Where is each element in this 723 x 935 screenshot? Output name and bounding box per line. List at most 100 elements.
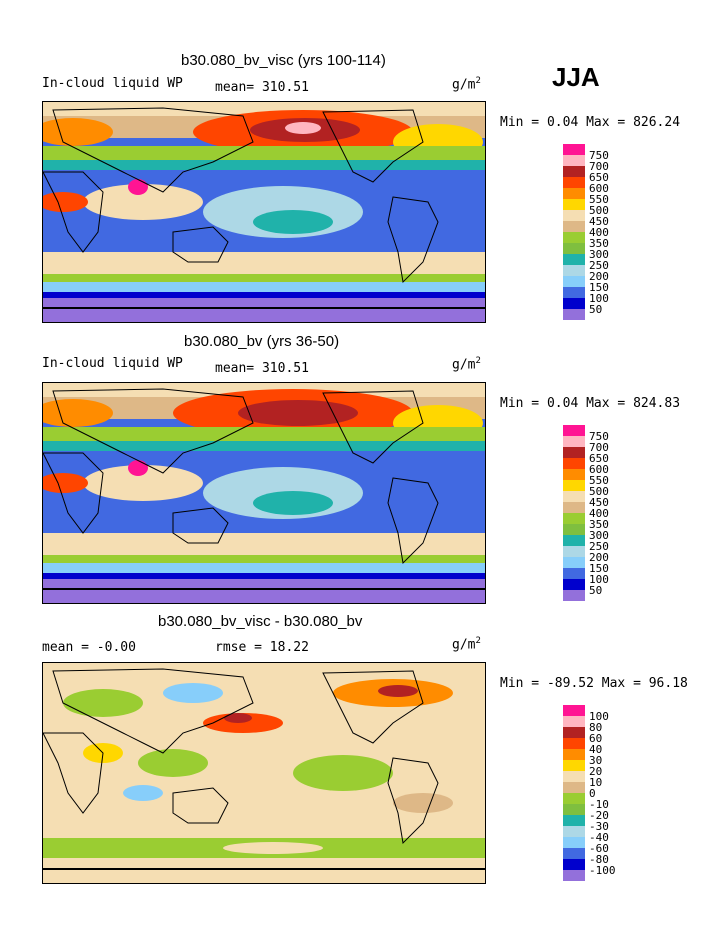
diff-patch-4 — [224, 713, 252, 723]
legend-swatch — [563, 760, 585, 771]
australia-coast — [172, 507, 229, 544]
legend-label: 60 — [589, 732, 603, 745]
legend-label: 700 — [589, 441, 609, 454]
legend-swatch — [563, 793, 585, 804]
legend-label: 100 — [589, 710, 609, 723]
europe-high — [43, 399, 113, 427]
australia-coast — [172, 226, 229, 263]
legend-label: 400 — [589, 226, 609, 239]
legend-label: 250 — [589, 259, 609, 272]
diff-patch-1 — [63, 689, 143, 717]
diff-band-antarctic — [43, 858, 485, 883]
legend-swatch — [563, 210, 585, 221]
diff-patch-7 — [138, 749, 208, 777]
legend-label: -80 — [589, 853, 609, 866]
legend-swatch — [563, 546, 585, 557]
legend-swatch — [563, 826, 585, 837]
legend-swatch — [563, 166, 585, 177]
panel-1-map — [42, 101, 486, 323]
legend-swatch — [563, 859, 585, 870]
panel-2-legend: 750 700 650 600 550 500 450 400 350 300 250 200 150 1… — [563, 425, 623, 601]
indian-ocean-band — [83, 465, 203, 501]
legend-label: -40 — [589, 831, 609, 844]
legend-swatch — [563, 568, 585, 579]
legend-label: 650 — [589, 452, 609, 465]
legend-label: 200 — [589, 270, 609, 283]
legend-label: 450 — [589, 215, 609, 228]
legend-label: 650 — [589, 171, 609, 184]
panel-2-title: b30.080_bv (yrs 36-50) — [184, 333, 340, 350]
legend-swatch — [563, 782, 585, 793]
panel-1-mean-label: mean= 310.51 — [215, 80, 309, 95]
africa-high — [43, 473, 88, 493]
legend-swatch — [563, 199, 585, 210]
panel-2-variable-label: In-cloud liquid WP — [42, 356, 183, 371]
africa-coast — [43, 452, 104, 534]
npacific-peak — [238, 400, 358, 426]
legend-swatch — [563, 848, 585, 859]
legend-label: 500 — [589, 204, 609, 217]
eurasia-coast — [52, 388, 254, 474]
legend-label: 300 — [589, 248, 609, 261]
legend-swatch — [563, 469, 585, 480]
legend-swatch — [563, 144, 585, 155]
samerica-coast — [387, 477, 439, 565]
legend-swatch — [563, 458, 585, 469]
legend-label: 200 — [589, 551, 609, 564]
india-max — [128, 460, 148, 476]
panel-2-map — [42, 382, 486, 604]
panel-3-units: g/m2 — [452, 636, 481, 653]
npacific-max — [285, 122, 321, 134]
legend-label: 50 — [589, 303, 603, 316]
subtrop-band — [43, 441, 485, 451]
legend-swatch — [563, 254, 585, 265]
panel-3-map — [42, 662, 486, 884]
diff-patch-8 — [123, 785, 163, 801]
subtrop-band — [43, 160, 485, 170]
eurasia-coast — [52, 668, 254, 754]
legend-label: 250 — [589, 540, 609, 553]
india-max — [128, 179, 148, 195]
legend-swatch — [563, 425, 585, 436]
legend-swatch — [563, 309, 585, 320]
panel-3-rmse-label: rmse = 18.22 — [215, 640, 309, 655]
panel-1-legend: 750 700 650 600 550 500 450 400 350 300 250 200 150 1… — [563, 144, 623, 320]
antarctica-coast — [43, 307, 485, 309]
south-band-b — [43, 563, 485, 573]
panel-2-mean-label: mean= 310.51 — [215, 361, 309, 376]
namerica-coast — [322, 670, 424, 744]
panel-1-map-svg — [43, 102, 485, 322]
legend-swatch — [563, 298, 585, 309]
arctic-band — [43, 102, 485, 116]
panel-2-map-svg — [43, 383, 485, 603]
legend-label: 350 — [589, 237, 609, 250]
legend-label: 0 — [589, 787, 596, 800]
legend-swatch — [563, 232, 585, 243]
panel-1-units: g/m2 — [452, 76, 481, 93]
antarctica-coast — [43, 588, 485, 590]
legend-label: -10 — [589, 798, 609, 811]
panel-3-legend: 100 80 60 40 30 20 10 0 -10 -20 -30 -40 -60 -80 -100 — [563, 705, 623, 881]
legend-label: 150 — [589, 281, 609, 294]
africa-coast — [43, 171, 104, 253]
midlat-band — [43, 427, 485, 441]
antarctica-coast — [43, 868, 485, 870]
diff-patch-12 — [223, 842, 323, 854]
legend-swatch — [563, 265, 585, 276]
legend-swatch — [563, 436, 585, 447]
south-band-b — [43, 282, 485, 292]
namerica-coast — [322, 109, 424, 183]
legend-label: -60 — [589, 842, 609, 855]
legend-label: 40 — [589, 743, 603, 756]
legend-label: 100 — [589, 292, 609, 305]
legend-label: -100 — [589, 864, 616, 877]
legend-swatch — [563, 491, 585, 502]
legend-swatch — [563, 276, 585, 287]
spacific-core — [253, 491, 333, 515]
indian-ocean-band — [83, 184, 203, 220]
south-midlat-band — [43, 252, 485, 274]
panel-1-variable-label: In-cloud liquid WP — [42, 76, 183, 91]
legend-swatch — [563, 727, 585, 738]
legend-label: 20 — [589, 765, 603, 778]
antarctic-band — [43, 579, 485, 603]
